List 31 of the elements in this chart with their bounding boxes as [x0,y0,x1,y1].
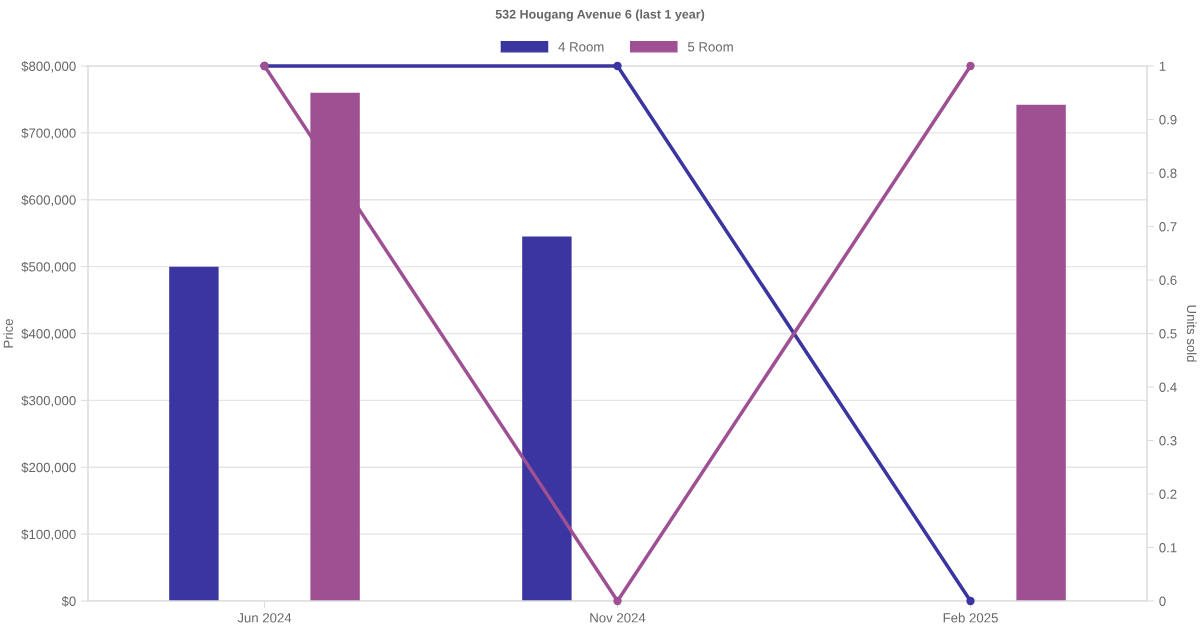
legend-label: 5 Room [687,42,733,52]
y-tick-label: $800,000 [21,61,76,73]
y2-tick-label: 0.6 [1159,275,1177,285]
y2-tick-label: 0.5 [1159,329,1177,339]
y2-tick-label: 0.3 [1159,436,1177,446]
y2-tick-label: 0.4 [1159,382,1177,392]
y2-tick-label: 0 [1159,596,1166,606]
chart-title: 532 Hougang Avenue 6 (last 1 year) [495,9,705,22]
y-axis-title: Price [3,319,13,348]
y2-axis-title: Units sold [1186,305,1197,362]
y2-tick-label: 0.9 [1159,115,1177,125]
y-tick-label: $100,000 [21,529,76,541]
y2-tick-label: 0.2 [1159,489,1177,499]
x-tick-label: Feb 2025 [943,612,998,623]
y2-tick-label: 0.8 [1159,168,1177,178]
y2-tick-label: 0.1 [1159,543,1177,553]
bar [1016,104,1066,601]
y-tick-label: $200,000 [21,462,76,474]
y-tick-label: $600,000 [21,194,76,207]
y-tick-label: $700,000 [21,127,76,140]
y-tick-label: $400,000 [21,328,76,340]
y2-tick-label: 1 [1159,61,1166,71]
x-tick-label: Nov 2024 [590,613,646,623]
y2-tick-label: 0.7 [1159,222,1177,232]
y-tick-label: $0 [61,596,76,607]
y-tick-label: $500,000 [21,261,76,274]
bar [169,266,219,601]
bar [522,236,572,601]
legend-label: 4 Room [558,42,604,52]
y-tick-label: $300,000 [21,395,76,407]
x-tick-label: Jun 2024 [237,613,292,623]
